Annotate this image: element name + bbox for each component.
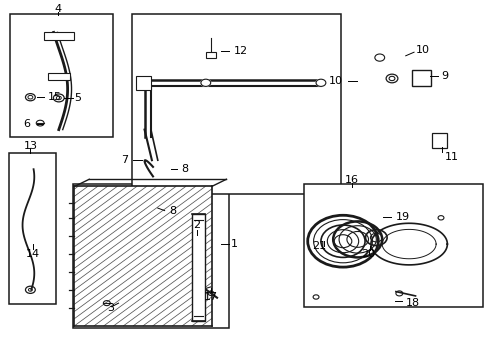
Bar	[132, 14, 341, 194]
Bar	[48, 73, 70, 80]
Text: 7: 7	[121, 155, 128, 165]
Circle shape	[201, 79, 211, 86]
Text: 8: 8	[169, 206, 176, 216]
Circle shape	[316, 79, 326, 86]
Text: 18: 18	[406, 298, 420, 308]
Bar	[9, 153, 56, 304]
Text: 15: 15	[48, 92, 62, 102]
Bar	[73, 184, 229, 328]
Text: 16: 16	[345, 175, 359, 185]
Text: 3: 3	[107, 303, 114, 313]
Text: 2: 2	[194, 220, 200, 230]
Text: 12: 12	[234, 46, 248, 56]
Bar	[136, 76, 151, 90]
Text: 21: 21	[313, 240, 326, 251]
Text: 10: 10	[329, 76, 343, 86]
Bar	[304, 184, 483, 307]
Bar	[10, 14, 113, 137]
Text: 5: 5	[74, 93, 81, 103]
Text: 20: 20	[362, 249, 375, 259]
Bar	[206, 52, 216, 58]
Text: 17: 17	[204, 292, 218, 302]
Text: 19: 19	[396, 212, 410, 222]
Bar	[192, 214, 205, 321]
Text: 8: 8	[181, 164, 189, 174]
Text: 9: 9	[441, 71, 448, 81]
Text: 14: 14	[26, 249, 40, 259]
Text: 10: 10	[416, 45, 429, 55]
Bar	[412, 70, 431, 86]
Bar	[74, 186, 212, 326]
Bar	[74, 186, 212, 326]
Bar	[44, 32, 74, 40]
Text: 4: 4	[54, 4, 61, 14]
Circle shape	[140, 79, 149, 86]
Text: 6: 6	[24, 119, 30, 129]
Bar	[432, 133, 447, 148]
Text: 1: 1	[231, 239, 238, 249]
Text: 13: 13	[24, 141, 37, 151]
Text: 11: 11	[445, 152, 459, 162]
